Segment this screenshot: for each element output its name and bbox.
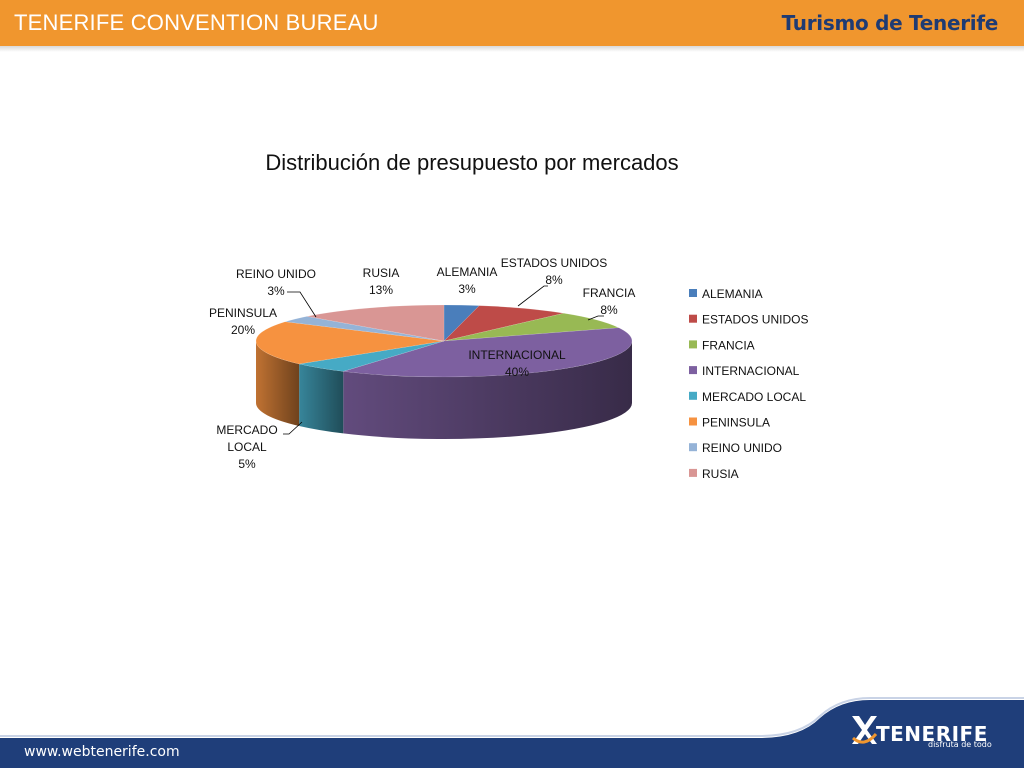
data-label-internacional: INTERNACIONAL 40% (468, 348, 566, 379)
pie-slice-mercado-local (299, 340, 445, 372)
footer-bar (0, 697, 1024, 768)
legend-label-internacional: INTERNACIONAL (702, 364, 800, 378)
header-title: TENERIFE CONVENTION BUREAU (14, 10, 379, 35)
pie-slice-side-mercado-local (299, 363, 344, 434)
tenerife-x-logo-icon (851, 716, 878, 744)
data-label-rusia: RUSIA 13% (363, 266, 400, 297)
pie-slice-internacional (343, 327, 633, 378)
pie-slice-side-peninsula (256, 341, 300, 426)
data-label-francia: FRANCIA 8% (583, 286, 636, 317)
pie-data-labels: ALEMANIA 3%ESTADOS UNIDOS 8%FRANCIA 8% INTER… (209, 256, 635, 471)
legend-label-rusia: RUSIA (702, 467, 739, 481)
legend-swatch-alemania (689, 289, 697, 297)
pie-slice-side-internacional (343, 341, 632, 439)
leader-line-mercado-local (283, 421, 303, 435)
chart-title: Distribución de presupuesto por mercados (265, 150, 679, 175)
legend-swatch-estados-unidos (689, 314, 697, 323)
leader-line-francia (587, 315, 604, 321)
legend-label-francia: FRANCIA (702, 338, 755, 352)
legend-label-peninsula: PENINSULA (702, 416, 770, 430)
pie-slice-reino-unido (285, 316, 445, 342)
pie-slice-alemania (443, 304, 480, 342)
data-label-mercado-local: MERCADO LOCAL 5% (216, 423, 277, 471)
pie-slices (255, 304, 633, 439)
legend-swatch-francia (689, 340, 697, 349)
footer-wave-edge (0, 697, 1024, 737)
footer-logo-tagline: disfruta de todo (928, 740, 992, 749)
brand-name: Turismo de Tenerife (781, 11, 999, 35)
pie-slice-peninsula (255, 321, 445, 365)
legend-swatch-reino-unido (689, 443, 697, 452)
footer-wave (0, 700, 1024, 768)
data-label-alemania: ALEMANIA 3% (437, 265, 498, 296)
footer-url[interactable]: www.webtenerife.com (24, 744, 180, 760)
legend-swatch-mercado-local (689, 391, 697, 400)
legend-label-mercado-local: MERCADO LOCAL (702, 390, 806, 404)
pie-slice-estados-unidos (443, 305, 564, 342)
data-label-reino-unido: REINO UNIDO 3% (236, 267, 316, 298)
leader-line-reino-unido (287, 291, 317, 318)
legend-label-reino-unido: REINO UNIDO (702, 441, 782, 455)
legend-label-estados-unidos: ESTADOS UNIDOS (702, 313, 808, 327)
chart-legend: ALEMANIA ESTADOS UNIDOS FRANCIA INTERNACION… (689, 287, 808, 481)
leader-line-estados-unidos (517, 285, 548, 307)
legend-swatch-rusia (689, 468, 697, 477)
pie-slice-francia (443, 313, 620, 342)
legend-label-alemania: ALEMANIA (702, 287, 763, 301)
legend-swatch-peninsula (689, 417, 697, 426)
data-label-peninsula: PENINSULA 20% (209, 306, 277, 337)
data-label-estados-unidos: ESTADOS UNIDOS 8% (501, 256, 607, 287)
legend-swatch-internacional (689, 366, 697, 375)
header-shadow (0, 46, 1024, 52)
header-bar (0, 0, 1024, 46)
footer-logo-text: TENERIFE (876, 722, 988, 746)
